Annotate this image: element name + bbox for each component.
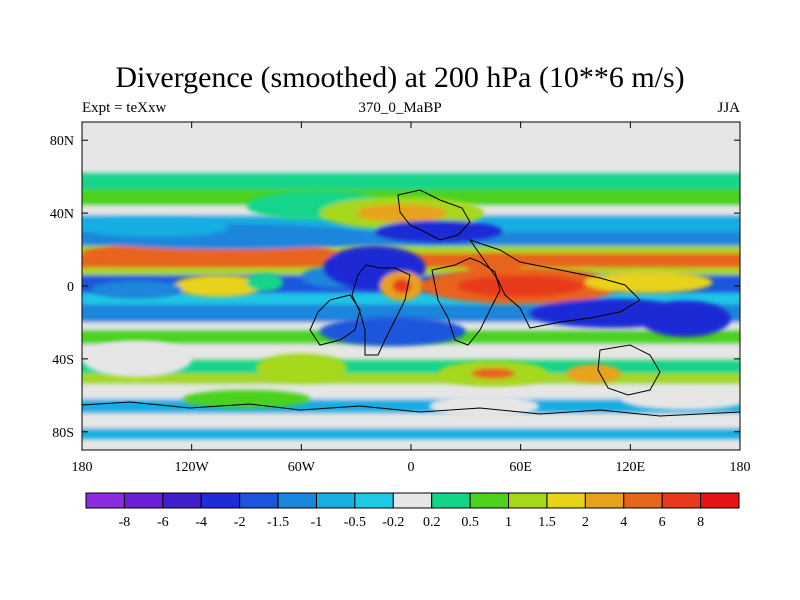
field-band-15 bbox=[82, 373, 740, 385]
colorbar-label: 0.5 bbox=[461, 515, 479, 530]
colorbar-label: -4 bbox=[195, 515, 207, 530]
colorbar-label: 0.2 bbox=[423, 515, 441, 530]
blob-layer bbox=[82, 191, 740, 418]
coastline-north-america bbox=[309, 294, 361, 346]
field-band-5 bbox=[82, 245, 740, 254]
x-tick-label: 60W bbox=[288, 460, 316, 475]
field-blob-13 bbox=[392, 278, 411, 294]
chart-title: Divergence (smoothed) at 200 hPa (10**6 … bbox=[115, 61, 685, 94]
y-tick-label: 40N bbox=[50, 207, 74, 222]
field-blob-23 bbox=[471, 368, 516, 379]
colorbar-label: 8 bbox=[697, 515, 704, 530]
colorbar-swatch bbox=[392, 492, 433, 509]
coastline-africa bbox=[431, 257, 501, 346]
coastline-overlay bbox=[82, 189, 740, 450]
coastline-antarctica bbox=[82, 401, 740, 450]
field-band-19 bbox=[82, 428, 740, 440]
x-tick-label: 120E bbox=[616, 460, 646, 475]
x-tick-label: 0 bbox=[408, 460, 415, 475]
colorbar-label: 1 bbox=[505, 515, 512, 530]
field-blob-27 bbox=[429, 395, 539, 418]
field-band-18 bbox=[82, 413, 740, 429]
experiment-label: Expt = teXxw bbox=[82, 100, 167, 116]
y-tick-label: 80S bbox=[52, 426, 74, 441]
colorbar-label: 6 bbox=[659, 515, 666, 530]
period-label: 370_0_MaBP bbox=[358, 100, 442, 116]
colorbar-swatch bbox=[354, 492, 394, 509]
field-blob-20 bbox=[319, 316, 466, 347]
field-blob-9 bbox=[246, 273, 284, 292]
colorbar-swatch bbox=[162, 492, 202, 509]
coastline-europe bbox=[397, 189, 471, 241]
y-tick-label: 0 bbox=[67, 280, 74, 295]
coastline-asia bbox=[468, 239, 641, 329]
colorbar-label: 4 bbox=[620, 515, 627, 530]
colorbar-swatch bbox=[200, 492, 241, 509]
field-blob-15 bbox=[456, 275, 585, 297]
field-blob-21 bbox=[255, 353, 348, 383]
field-blob-8 bbox=[173, 275, 265, 297]
field-blob-5 bbox=[356, 204, 448, 223]
colorbar-label: 2 bbox=[582, 515, 589, 530]
colorbar-swatch bbox=[123, 492, 164, 509]
colorbar-swatch bbox=[469, 492, 510, 509]
colorbar-label: -8 bbox=[119, 515, 131, 530]
coastline-south-america bbox=[351, 264, 411, 356]
colorbar-label: -0.2 bbox=[382, 515, 404, 530]
colorbar-swatch bbox=[315, 492, 356, 509]
colorbar-swatch bbox=[239, 492, 279, 509]
field-blob-11 bbox=[374, 220, 503, 243]
x-axis: 180 120W 60W 0 60E 120E 180 bbox=[72, 122, 751, 475]
field-blob-19 bbox=[639, 300, 731, 338]
colorbar-label: -2 bbox=[234, 515, 246, 530]
x-tick-label: 180 bbox=[72, 460, 93, 475]
field-band-0 bbox=[82, 173, 740, 190]
colorbar-swatch bbox=[584, 492, 625, 509]
field-blob-26 bbox=[182, 389, 311, 409]
colorbar-swatch bbox=[661, 492, 702, 509]
y-tick-label: 80N bbox=[50, 134, 74, 149]
season-label: JJA bbox=[717, 100, 740, 116]
colorbar-swatch bbox=[623, 492, 663, 509]
field-band-13 bbox=[82, 344, 740, 359]
x-tick-label: 60E bbox=[509, 460, 532, 475]
coastline-australia bbox=[597, 344, 661, 396]
divergence-field bbox=[82, 122, 740, 450]
field-blob-24 bbox=[566, 364, 622, 383]
field-blob-16 bbox=[465, 255, 521, 274]
x-tick-label: 180 bbox=[730, 460, 751, 475]
colorbar: -8 -6 -4 -2 -1.5 -1 -0.5 -0.2 0.2 0.5 1 1.5 2 4 6 8 bbox=[85, 492, 740, 530]
x-tick-label: 120W bbox=[175, 460, 210, 475]
field-blob-25 bbox=[82, 340, 192, 378]
field-blob-28 bbox=[621, 388, 740, 410]
y-axis: 80N 40N 0 40S 80S bbox=[50, 134, 740, 441]
field-blob-2 bbox=[82, 218, 229, 237]
colorbar-label: 1.5 bbox=[538, 515, 556, 530]
colorbar-swatch bbox=[546, 492, 586, 509]
colorbar-label: -6 bbox=[157, 515, 169, 530]
colorbar-label: -0.5 bbox=[344, 515, 366, 530]
field-blob-17 bbox=[584, 271, 713, 294]
colorbar-swatch bbox=[508, 492, 548, 509]
field-blob-10 bbox=[91, 280, 183, 299]
colorbar-label: -1 bbox=[311, 515, 323, 530]
colorbar-label: -1.5 bbox=[267, 515, 289, 530]
y-tick-label: 40S bbox=[52, 353, 74, 368]
colorbar-swatch bbox=[277, 492, 317, 509]
colorbar-swatch bbox=[431, 492, 471, 509]
colorbar-swatch bbox=[85, 492, 125, 509]
colorbar-swatch bbox=[700, 492, 740, 509]
